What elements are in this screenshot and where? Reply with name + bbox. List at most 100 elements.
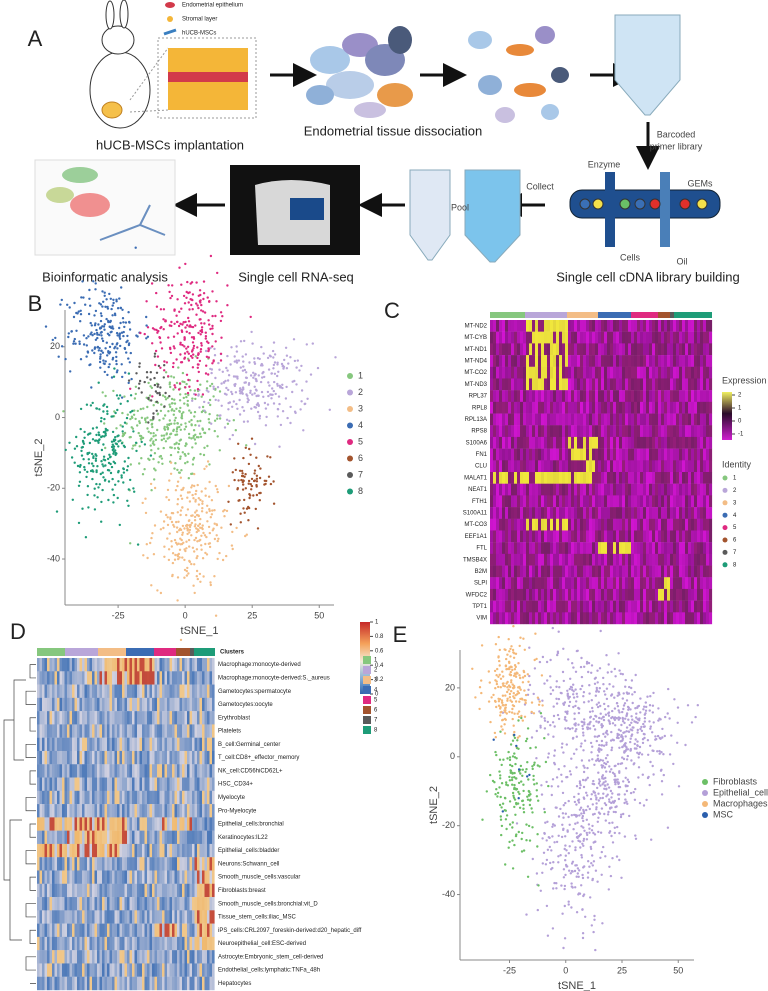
point — [584, 779, 587, 782]
point — [494, 750, 497, 754]
heat-cell — [562, 518, 566, 531]
point — [285, 367, 289, 370]
point — [242, 507, 245, 510]
heat-cell — [655, 518, 659, 531]
point — [546, 934, 550, 937]
heat-cell — [520, 355, 524, 367]
heat-cell — [607, 331, 611, 344]
label: Endometrial epithelium — [182, 3, 243, 9]
heat-cell — [652, 448, 656, 461]
point — [575, 803, 578, 806]
heat-cell — [559, 553, 563, 566]
point — [152, 457, 155, 461]
point — [232, 400, 235, 403]
cluster-bar — [674, 312, 712, 318]
label: RPL8 — [472, 405, 488, 411]
point — [661, 736, 664, 739]
heat-cell — [532, 495, 536, 508]
heat-cell — [646, 355, 650, 367]
point — [139, 438, 143, 441]
point — [636, 706, 639, 709]
legend-swatch — [722, 525, 728, 531]
heat-cell — [694, 355, 698, 367]
heat-cell — [655, 355, 659, 367]
point — [204, 337, 207, 340]
heat-cell — [652, 553, 656, 566]
point — [244, 446, 247, 449]
heat-cell — [676, 495, 680, 508]
heat-cell — [667, 612, 671, 625]
point — [237, 359, 241, 362]
point — [623, 731, 626, 734]
point — [605, 770, 608, 773]
point — [608, 865, 611, 868]
heat-cell — [619, 472, 623, 484]
point — [624, 717, 627, 720]
point — [586, 805, 590, 808]
point — [635, 716, 638, 719]
point — [106, 354, 109, 357]
point — [551, 825, 554, 828]
point — [211, 314, 214, 318]
heat-cell — [550, 401, 554, 414]
point — [539, 889, 542, 892]
legend-swatch — [702, 801, 708, 807]
legend-swatch — [347, 406, 353, 412]
heat-cell — [544, 448, 548, 461]
heat-cell — [547, 542, 551, 555]
point — [101, 391, 104, 394]
point — [588, 723, 591, 726]
point — [186, 508, 190, 511]
point — [85, 403, 89, 406]
heat-cell — [535, 483, 539, 496]
heat-cell — [550, 413, 554, 426]
heat-cell — [523, 472, 527, 484]
point — [108, 453, 111, 456]
heat-cell — [670, 483, 674, 496]
heat-cell — [577, 588, 581, 601]
point — [219, 319, 223, 323]
heat-cell — [646, 518, 650, 531]
heat-cell — [538, 518, 542, 531]
point — [247, 482, 250, 485]
heat-cell — [568, 518, 572, 531]
heat-cell — [529, 542, 533, 555]
point — [109, 297, 113, 300]
heat-cell — [538, 577, 542, 590]
heat-cell — [637, 612, 641, 625]
point — [199, 383, 202, 386]
point — [173, 384, 176, 387]
heat-cell — [610, 495, 614, 508]
point — [168, 403, 171, 406]
point — [647, 753, 650, 756]
point — [189, 325, 193, 328]
heat-cell — [685, 448, 689, 461]
point — [198, 318, 201, 321]
heat-cell — [529, 366, 533, 379]
point — [293, 359, 297, 363]
point — [173, 558, 177, 561]
point — [499, 686, 502, 689]
point — [581, 932, 585, 935]
point — [98, 302, 101, 305]
point — [98, 438, 101, 441]
point — [611, 857, 614, 860]
heat-cell — [523, 355, 527, 367]
point — [581, 727, 585, 730]
point — [574, 813, 577, 817]
legend-swatch — [347, 488, 353, 495]
point — [216, 271, 219, 275]
point — [526, 798, 530, 801]
point — [267, 381, 270, 384]
label: -25 — [112, 610, 125, 620]
heat-cell — [703, 542, 707, 555]
point — [261, 372, 264, 375]
heat-cell — [607, 507, 611, 519]
heat-cell — [556, 483, 560, 496]
label: S100A11 — [463, 511, 488, 517]
heat-cell — [607, 542, 611, 555]
heat-cell — [604, 530, 608, 543]
heat-cell — [541, 320, 545, 332]
point — [179, 353, 182, 356]
point — [619, 729, 622, 732]
